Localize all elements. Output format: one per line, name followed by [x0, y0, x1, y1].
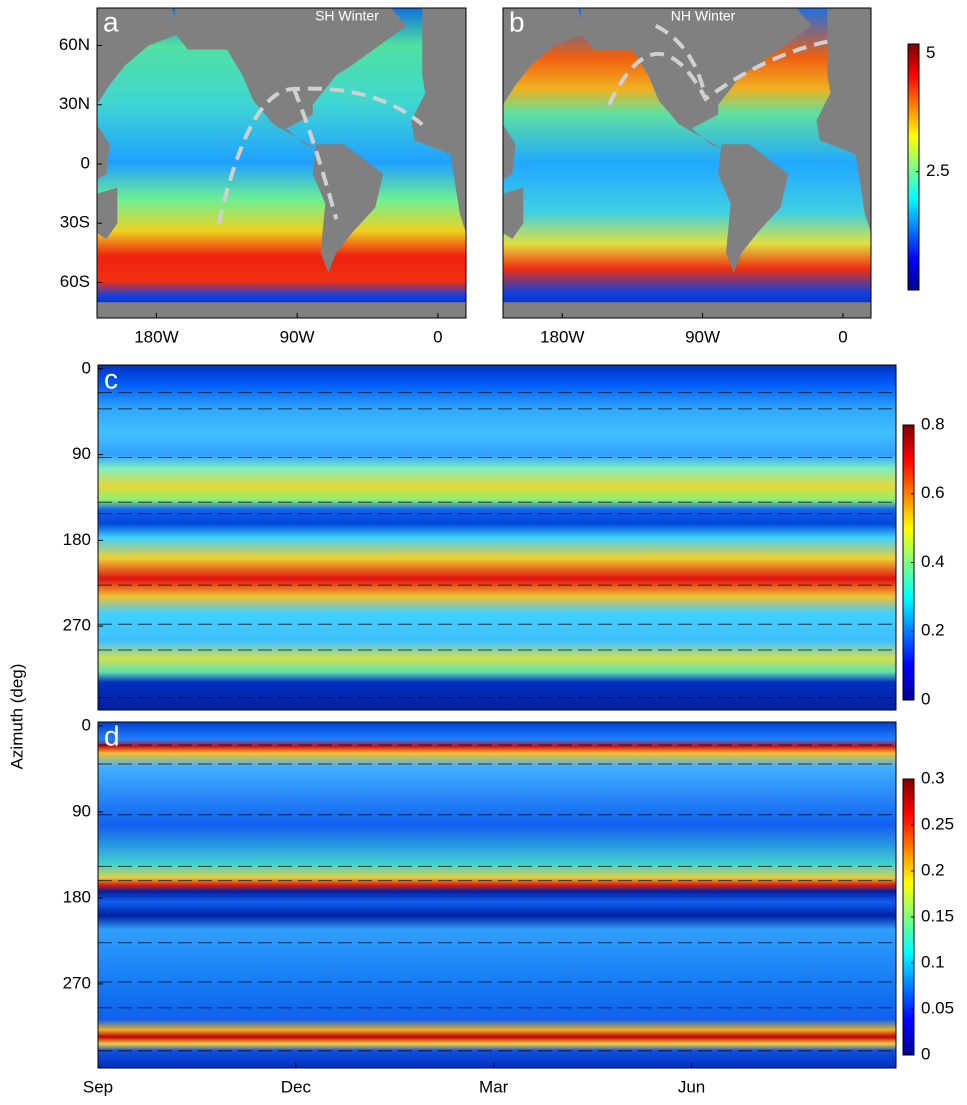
x-tick-label: Dec — [281, 1077, 312, 1096]
x-tick-label: 90W — [685, 327, 720, 346]
frame — [97, 721, 897, 1069]
x-tick-label: 180W — [134, 327, 178, 346]
x-tick-label: 0 — [433, 327, 442, 346]
x-tick-label: 90W — [280, 327, 315, 346]
panel-label: c — [104, 363, 118, 394]
colorbar-tick-label: 0 — [921, 689, 930, 708]
route — [607, 23, 828, 106]
panel-label: a — [103, 6, 119, 37]
y-tick-label: 270 — [63, 973, 91, 992]
y-tick-label: 180 — [63, 887, 91, 906]
y-tick-label: 0 — [82, 715, 91, 734]
colorbar-tick-label: 0.3 — [921, 768, 945, 787]
field — [98, 722, 896, 1068]
land — [312, 144, 384, 273]
y-tick-label: 270 — [63, 616, 91, 635]
colorbar — [907, 43, 920, 291]
land — [175, 8, 407, 149]
colorbar-tick-label: 0.25 — [921, 814, 954, 833]
colorbar-tick-label: 0.1 — [921, 952, 945, 971]
land — [97, 124, 110, 180]
x-tick-label: Jun — [678, 1077, 705, 1096]
y-tick-label: 0 — [82, 358, 91, 377]
land — [411, 8, 466, 234]
panel-label: d — [104, 720, 120, 751]
y-tick-label: 60N — [59, 35, 90, 54]
x-tick-label: 0 — [838, 327, 847, 346]
colorbar-tick-label: 5 — [926, 43, 935, 62]
panel: NH Winter b 180W 90W 0 2.5 5 — [502, 6, 950, 346]
colorbar-tick-label: 0.4 — [921, 552, 945, 571]
colorbar-tick-label: 0.05 — [921, 998, 954, 1017]
colorbar-tick-label: 0.2 — [921, 621, 945, 640]
land — [97, 187, 118, 240]
land — [97, 8, 180, 105]
x-tick-label: Sep — [83, 1077, 113, 1096]
y-tick-label: 180 — [63, 530, 91, 549]
land — [503, 302, 871, 318]
colorbar-tick-label: 0 — [921, 1044, 930, 1063]
route — [217, 86, 424, 224]
y-tick-label: 90 — [72, 444, 91, 463]
land — [816, 8, 871, 234]
field — [98, 365, 896, 710]
y-tick-label: 30N — [59, 94, 90, 113]
y-tick-label: 60S — [60, 272, 90, 291]
plot-area — [503, 8, 871, 318]
x-tick-label: 180W — [540, 327, 584, 346]
colorbar-tick-label: 2.5 — [926, 161, 950, 180]
annotation: NH Winter — [671, 8, 736, 24]
annotation: SH Winter — [315, 8, 379, 24]
y-tick-label: 30S — [60, 213, 90, 232]
colorbar-tick-label: 0.2 — [921, 860, 945, 879]
land — [718, 144, 789, 273]
land — [503, 124, 516, 180]
land — [580, 8, 812, 149]
x-tick-label: Mar — [479, 1077, 509, 1096]
frame — [97, 364, 897, 711]
land — [97, 302, 466, 318]
frame — [502, 7, 872, 319]
y-tick-label: 0 — [81, 153, 90, 172]
y-tick-label: 90 — [72, 801, 91, 820]
panel-label: b — [509, 6, 525, 37]
y-axis-label: Azimuth (deg) — [7, 664, 26, 770]
plot-area — [97, 8, 466, 318]
colorbar-tick-label: 0.15 — [921, 906, 954, 925]
plot-area — [98, 365, 896, 710]
colorbar-tick-label: 0.6 — [921, 483, 945, 502]
frame — [96, 7, 467, 319]
panel: d Sep Dec Mar Jun 0 90 180 270 Azimuth (deg) 0 0.05… — [7, 664, 954, 1097]
land — [503, 187, 524, 240]
panel: SH Winter a 180W 90W 0 60N 30N 0 30S 60S — [59, 6, 467, 346]
plot-area — [98, 722, 896, 1068]
colorbar-tick-label: 0.8 — [921, 414, 945, 433]
land — [503, 8, 586, 105]
